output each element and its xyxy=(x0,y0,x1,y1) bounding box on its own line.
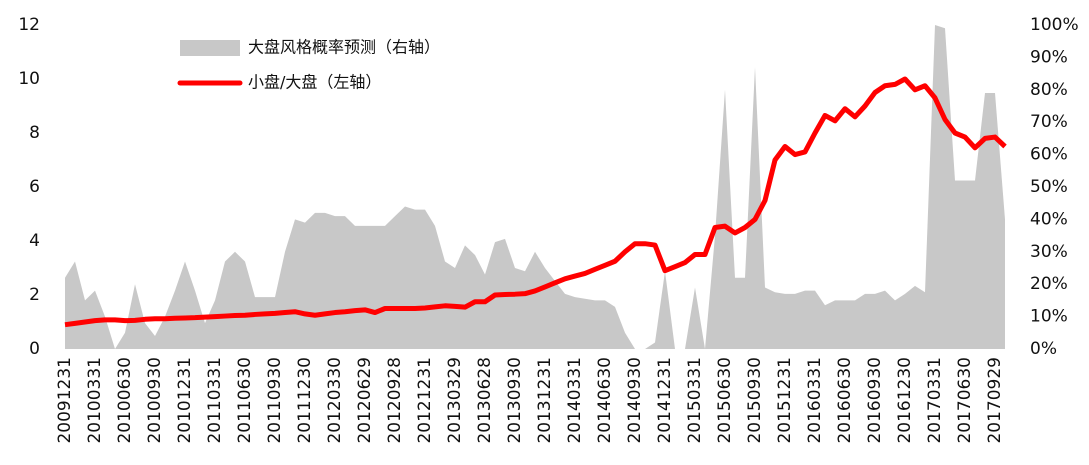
x-tick-label: 20130628 xyxy=(475,357,495,444)
y-tick-label: 0 xyxy=(29,339,40,359)
x-tick-label: 20150630 xyxy=(715,357,735,444)
y-tick-label: 2 xyxy=(29,285,40,305)
x-tick-label: 20150331 xyxy=(685,357,705,444)
x-tick-label: 20151231 xyxy=(775,357,795,444)
x-tick-label: 20130329 xyxy=(445,357,465,444)
x-tick-label: 20140930 xyxy=(625,357,645,444)
x-tick-label: 20141231 xyxy=(655,357,675,444)
x-tick-label: 20100331 xyxy=(85,357,105,444)
x-tick-label: 20101231 xyxy=(175,357,195,444)
area xyxy=(65,25,1005,349)
y2-tick-label: 70% xyxy=(1030,112,1068,132)
y2-tick-label: 0% xyxy=(1030,339,1057,359)
y2-tick-label: 20% xyxy=(1030,274,1068,294)
x-tick-label: 20110630 xyxy=(235,357,255,444)
x-tick-label: 20110331 xyxy=(205,357,225,444)
y2-tick-label: 80% xyxy=(1030,80,1068,100)
x-tick-label: 20160331 xyxy=(805,357,825,444)
y-tick-label: 6 xyxy=(29,177,40,197)
x-tick-label: 20091231 xyxy=(55,357,75,444)
y-tick-label: 12 xyxy=(18,15,40,35)
x-tick-label: 20100930 xyxy=(145,357,165,444)
x-tick-label: 20170331 xyxy=(925,357,945,444)
y-tick-label: 4 xyxy=(29,231,40,251)
y2-tick-label: 50% xyxy=(1030,177,1068,197)
y-tick-label: 10 xyxy=(18,69,40,89)
line xyxy=(64,76,1007,328)
x-tick-label: 20150930 xyxy=(745,357,765,444)
x-tick-label: 20161230 xyxy=(895,357,915,444)
legend-label: 小盘/大盘（左轴） xyxy=(248,73,381,92)
x-tick-label: 20111230 xyxy=(295,357,315,444)
y2-tick-label: 10% xyxy=(1030,307,1068,327)
x-tick-label: 20100630 xyxy=(115,357,135,444)
x-tick-label: 20140331 xyxy=(565,357,585,444)
x-tick-label: 20160930 xyxy=(865,357,885,444)
y2-tick-label: 100% xyxy=(1030,15,1079,35)
y2-tick-label: 90% xyxy=(1030,47,1068,67)
x-tick-label: 20160630 xyxy=(835,357,855,444)
x-tick-label: 20121231 xyxy=(415,357,435,444)
y2-tick-label: 60% xyxy=(1030,145,1068,165)
y2-tick-label: 40% xyxy=(1030,209,1068,229)
x-tick-label: 20170630 xyxy=(955,357,975,444)
x-tick-label: 20140630 xyxy=(595,357,615,444)
x-tick-label: 20110930 xyxy=(265,357,285,444)
x-tick-label: 20120629 xyxy=(355,357,375,444)
x-tick-label: 20130930 xyxy=(505,357,525,444)
legend-swatch xyxy=(180,40,240,56)
y-tick-label: 8 xyxy=(29,123,40,143)
x-tick-label: 20170929 xyxy=(985,357,1005,444)
legend-label: 大盘风格概率预测（右轴） xyxy=(248,38,440,57)
y2-tick-label: 30% xyxy=(1030,242,1068,262)
x-tick-label: 20131231 xyxy=(535,357,555,444)
x-tick-label: 20120330 xyxy=(325,357,345,444)
x-tick-label: 20120928 xyxy=(385,357,405,444)
